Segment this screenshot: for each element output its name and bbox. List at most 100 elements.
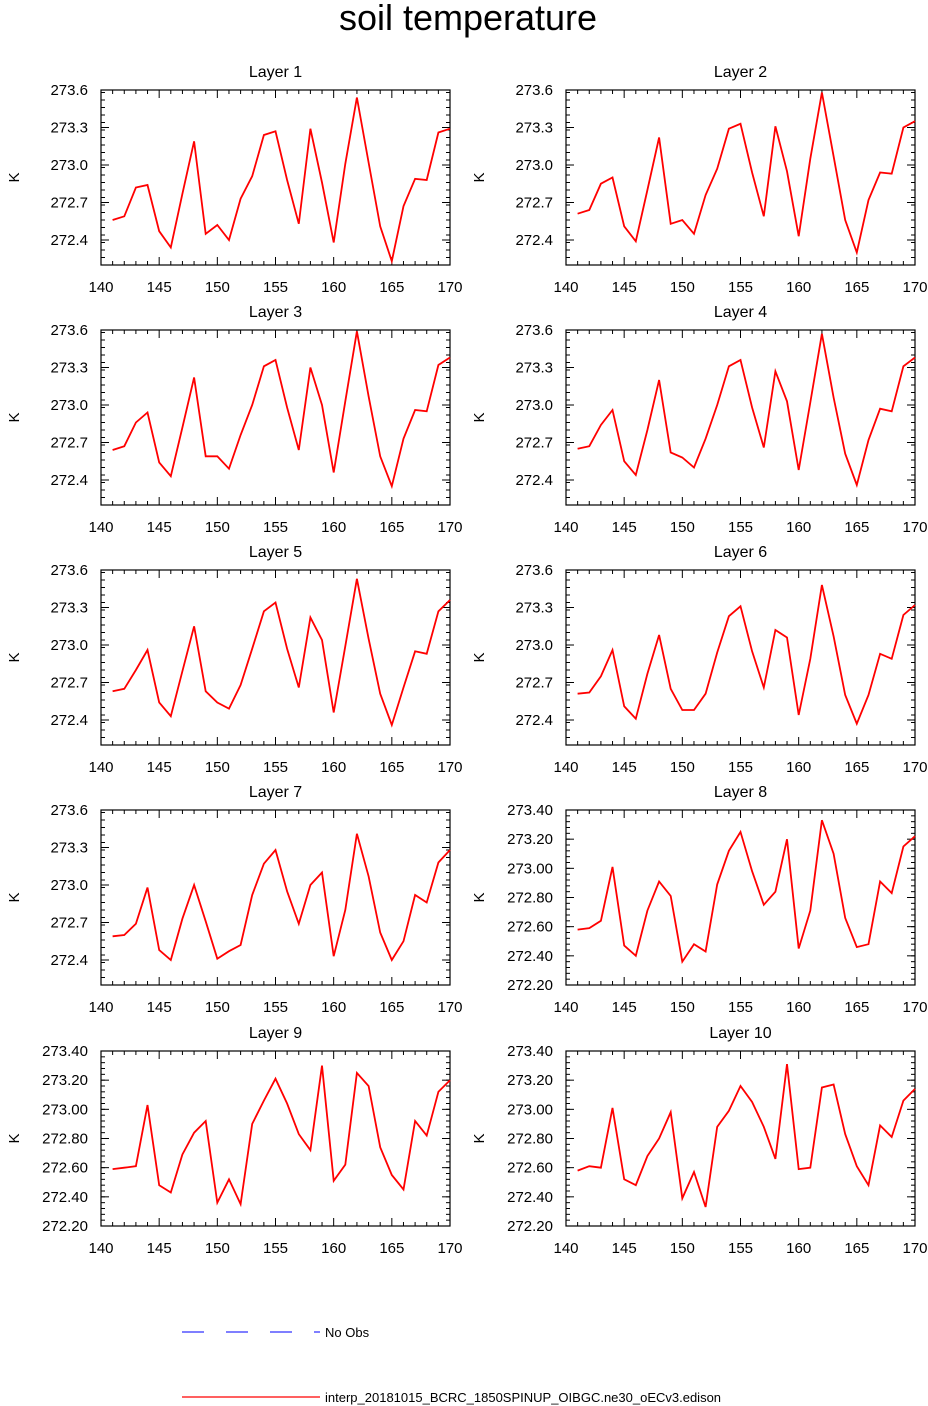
series-line bbox=[577, 1063, 916, 1208]
y-tick-label: 272.7 bbox=[515, 435, 553, 452]
y-tick-label: 273.40 bbox=[507, 802, 553, 819]
x-tick-label: 150 bbox=[670, 1240, 695, 1257]
x-tick-label: 170 bbox=[902, 279, 927, 296]
x-tick-label: 160 bbox=[786, 519, 811, 536]
y-tick-label: 272.4 bbox=[515, 712, 553, 729]
y-tick-label: 273.6 bbox=[515, 82, 553, 99]
x-tick-label: 165 bbox=[379, 1240, 404, 1257]
x-tick-label: 170 bbox=[437, 999, 462, 1016]
series-line bbox=[112, 331, 451, 490]
y-tick-label: 272.60 bbox=[507, 919, 553, 936]
y-tick-label: 272.60 bbox=[507, 1160, 553, 1177]
series-line bbox=[577, 584, 916, 727]
plot-frame bbox=[100, 809, 451, 986]
y-tick-label: 273.0 bbox=[50, 397, 88, 414]
x-tick-label: 165 bbox=[379, 759, 404, 776]
y-tick-label: 273.0 bbox=[50, 157, 88, 174]
x-tick-label: 150 bbox=[205, 999, 230, 1016]
y-tick-label: 273.0 bbox=[50, 637, 88, 654]
y-tick-label: 273.6 bbox=[515, 562, 553, 579]
y-tick-label: 273.3 bbox=[515, 120, 553, 137]
y-tick-label: 273.40 bbox=[507, 1043, 553, 1060]
x-tick-label: 160 bbox=[321, 279, 346, 296]
y-tick-label: 272.20 bbox=[507, 977, 553, 994]
x-tick-label: 165 bbox=[844, 519, 869, 536]
x-tick-label: 155 bbox=[263, 759, 288, 776]
y-tick-label: 273.0 bbox=[50, 877, 88, 894]
x-tick-label: 160 bbox=[786, 1240, 811, 1257]
panel-layer-6: Layer 6 K 140 145 150 155 160 165 170 272.4 272.7 2… bbox=[471, 544, 928, 776]
x-tick-label: 160 bbox=[786, 759, 811, 776]
series-line bbox=[577, 92, 916, 256]
x-tick-label: 160 bbox=[786, 279, 811, 296]
y-tick-label: 272.40 bbox=[42, 1189, 88, 1206]
x-tick-label: 160 bbox=[786, 999, 811, 1016]
plot-frame bbox=[565, 569, 916, 746]
y-tick-label: 273.6 bbox=[50, 562, 88, 579]
panel-title: Layer 1 bbox=[249, 64, 302, 81]
x-tick-label: 165 bbox=[844, 279, 869, 296]
y-tick-label: 272.80 bbox=[42, 1131, 88, 1148]
panel-layer-5: Layer 5 K 140 145 150 155 160 165 170 272.4 272.7 2… bbox=[6, 544, 463, 776]
x-tick-label: 170 bbox=[902, 999, 927, 1016]
y-tick-label: 273.3 bbox=[50, 840, 88, 857]
legend-no-obs-label: No Obs bbox=[325, 1325, 370, 1340]
x-tick-label: 145 bbox=[612, 999, 637, 1016]
panel-layer-1: Layer 1 K 140 145 150 155 160 165 170 272.4 272.7 2… bbox=[6, 64, 463, 296]
x-tick-label: 145 bbox=[147, 1240, 172, 1257]
y-tick-label: 272.7 bbox=[50, 435, 88, 452]
x-tick-label: 170 bbox=[902, 519, 927, 536]
y-tick-label: 272.4 bbox=[515, 472, 553, 489]
y-tick-label: 273.6 bbox=[50, 802, 88, 819]
y-tick-label: 272.7 bbox=[50, 675, 88, 692]
x-tick-label: 155 bbox=[263, 1240, 288, 1257]
y-axis-label: K bbox=[471, 172, 488, 182]
x-tick-label: 165 bbox=[844, 759, 869, 776]
y-tick-label: 273.3 bbox=[50, 360, 88, 377]
panel-title: Layer 5 bbox=[249, 544, 302, 561]
y-axis-label: K bbox=[6, 1133, 23, 1143]
x-tick-label: 150 bbox=[205, 1240, 230, 1257]
panel-title: Layer 6 bbox=[714, 544, 767, 561]
x-tick-label: 140 bbox=[88, 999, 113, 1016]
x-tick-label: 155 bbox=[728, 1240, 753, 1257]
series-line bbox=[112, 578, 451, 728]
plot-frame bbox=[100, 89, 451, 266]
x-tick-label: 155 bbox=[263, 279, 288, 296]
y-tick-label: 272.4 bbox=[50, 712, 88, 729]
y-axis-label: K bbox=[471, 652, 488, 662]
x-tick-label: 150 bbox=[670, 519, 695, 536]
plot-frame bbox=[565, 329, 916, 506]
x-tick-label: 150 bbox=[205, 759, 230, 776]
x-tick-label: 145 bbox=[147, 279, 172, 296]
y-tick-label: 272.80 bbox=[507, 1131, 553, 1148]
panels: Layer 1 K 140 145 150 155 160 165 170 272.4 272.7 2… bbox=[6, 64, 928, 1257]
x-tick-label: 145 bbox=[612, 1240, 637, 1257]
x-tick-label: 170 bbox=[437, 279, 462, 296]
x-tick-label: 155 bbox=[728, 279, 753, 296]
figure-title: soil temperature bbox=[339, 0, 597, 38]
legend-model-label: interp_20181015_BCRC_1850SPINUP_OIBGC.ne… bbox=[325, 1390, 721, 1405]
x-tick-label: 165 bbox=[379, 279, 404, 296]
x-tick-label: 140 bbox=[88, 1240, 113, 1257]
y-tick-label: 273.20 bbox=[507, 831, 553, 848]
x-tick-label: 150 bbox=[205, 279, 230, 296]
y-tick-label: 273.6 bbox=[50, 322, 88, 339]
x-tick-label: 145 bbox=[147, 519, 172, 536]
y-axis-label: K bbox=[6, 892, 23, 902]
panel-layer-7: Layer 7 K 140 145 150 155 160 165 170 272.4 272.7 2… bbox=[6, 784, 463, 1016]
y-tick-label: 272.7 bbox=[515, 195, 553, 212]
y-tick-label: 273.00 bbox=[507, 1101, 553, 1118]
panel-layer-8: Layer 8 K 140 145 150 155 160 165 170 272.20 272.4… bbox=[471, 784, 928, 1016]
y-tick-label: 272.4 bbox=[50, 952, 88, 969]
x-tick-label: 165 bbox=[844, 1240, 869, 1257]
y-tick-label: 273.0 bbox=[515, 637, 553, 654]
y-tick-label: 273.0 bbox=[515, 397, 553, 414]
x-tick-label: 155 bbox=[263, 519, 288, 536]
y-tick-label: 272.7 bbox=[50, 195, 88, 212]
series-line bbox=[577, 333, 916, 488]
y-axis-label: K bbox=[6, 412, 23, 422]
panel-title: Layer 2 bbox=[714, 64, 767, 81]
x-tick-label: 155 bbox=[728, 519, 753, 536]
